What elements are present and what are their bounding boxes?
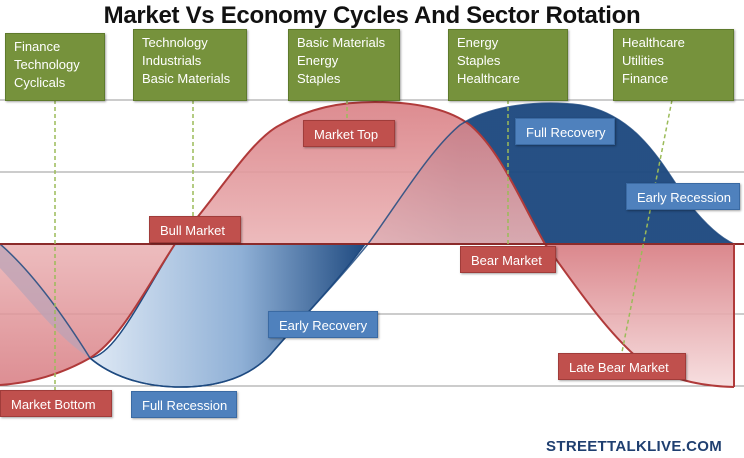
sector-item: Basic Materials [297, 35, 386, 50]
sector-box-healthcare-utilities-finance: Healthcare Utilities Finance [613, 29, 734, 101]
sector-box-technology-industrials-materials: Technology Industrials Basic Materials [133, 29, 247, 101]
label-market-top: Market Top [303, 120, 395, 147]
sector-box-materials-energy-staples: Basic Materials Energy Staples [288, 29, 400, 101]
label-market-bottom: Market Bottom [0, 390, 112, 417]
sector-item: Finance [622, 71, 669, 86]
market-trough-left-area [0, 244, 175, 385]
sector-box-energy-staples-healthcare: Energy Staples Healthcare [448, 29, 568, 101]
label-late-bear-market: Late Bear Market [558, 353, 686, 380]
sector-item: Staples [297, 71, 341, 86]
market-trough-right-area [545, 244, 734, 387]
source-watermark: STREETTALKLIVE.COM [546, 438, 722, 455]
sector-item: Industrials [142, 53, 202, 68]
label-early-recovery: Early Recovery [268, 311, 378, 338]
economy-left-area [0, 244, 90, 358]
sector-item: Healthcare [622, 35, 685, 50]
sector-item: Cyclicals [14, 75, 66, 90]
label-early-recession: Early Recession [626, 183, 740, 210]
label-bull-market: Bull Market [149, 216, 241, 243]
sector-item: Technology [142, 35, 208, 50]
market-peak-area [175, 102, 545, 244]
diagram-title: Market Vs Economy Cycles And Sector Rota… [103, 2, 641, 29]
label-full-recession: Full Recession [131, 391, 237, 418]
sector-item: Energy [457, 35, 499, 50]
sector-item: Basic Materials [142, 71, 231, 86]
market-cycle-line [0, 100, 735, 388]
sector-item: Staples [457, 53, 501, 68]
sector-item: Technology [14, 57, 80, 72]
sector-item: Healthcare [457, 71, 520, 86]
label-bear-market: Bear Market [460, 246, 556, 273]
sector-connector [621, 99, 673, 353]
sector-box-finance-technology-cyclicals: Finance Technology Cyclicals [5, 33, 105, 101]
label-full-recovery: Full Recovery [515, 118, 615, 145]
sector-item: Energy [297, 53, 339, 68]
sector-item: Finance [14, 39, 61, 54]
sector-item: Utilities [622, 53, 664, 68]
